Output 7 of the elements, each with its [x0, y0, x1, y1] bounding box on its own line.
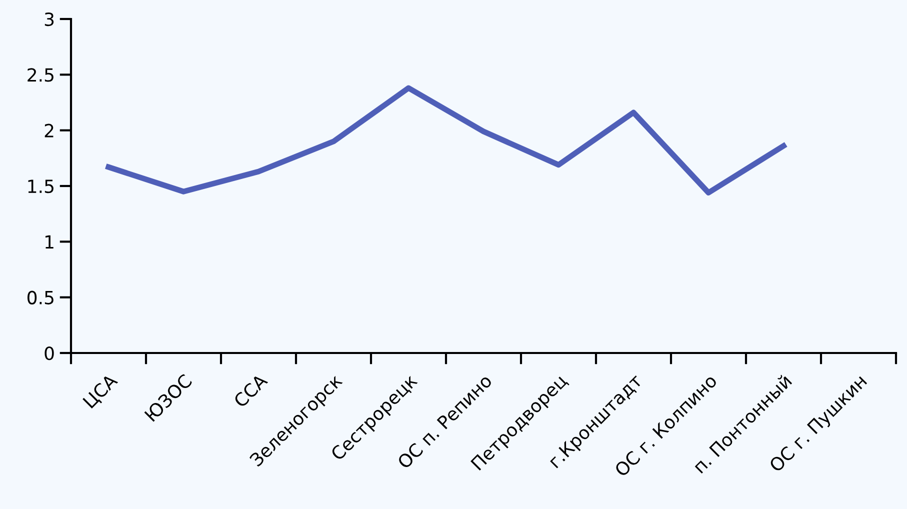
- y-tick-label: 0: [44, 346, 54, 360]
- y-tick-label: 1.5: [28, 180, 54, 194]
- y-tick-label: 1: [46, 235, 54, 249]
- y-tick-label: 3: [44, 12, 54, 26]
- y-tick-label: 0.5: [28, 290, 54, 304]
- y-tick-label: 2.5: [28, 68, 54, 82]
- y-tick-label: 2: [44, 124, 54, 138]
